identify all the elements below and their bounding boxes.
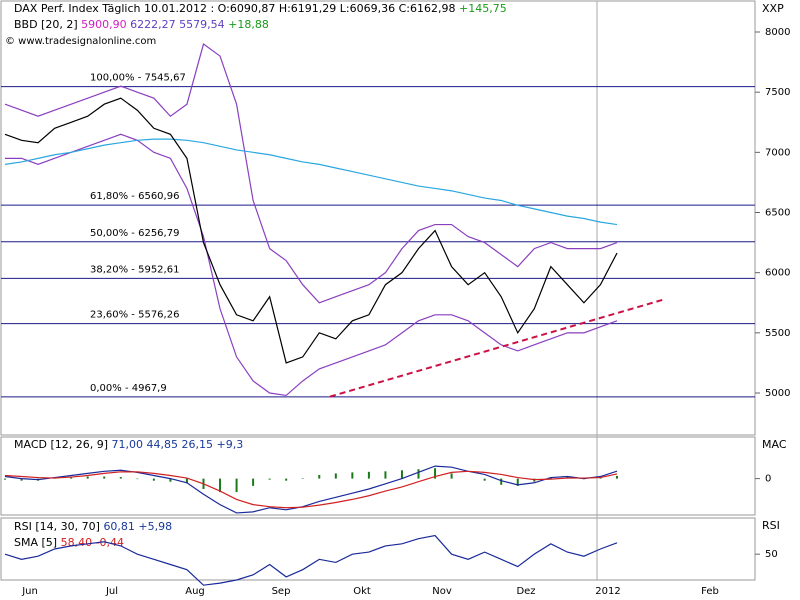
x-tick-label: Okt (353, 586, 371, 597)
sma-values: 58,40 -0,44 (61, 536, 124, 549)
macd-label: MACD [12, 26, 9] (14, 438, 108, 451)
macd-header: MACD [12, 26, 9] 71,00 44,85 26,15 +9,3 (14, 438, 243, 451)
rsi-values: 60,81 +5,98 (103, 520, 172, 533)
fib-label: 0,00% - 4967,9 (90, 383, 167, 394)
price-line (4, 138, 618, 226)
macd-panel (0, 436, 756, 516)
rsi-line (4, 534, 618, 586)
x-tick-label: Jun (21, 586, 38, 597)
x-tick-label: Sep (272, 586, 291, 597)
price-line (4, 43, 618, 304)
rsi-panel (0, 517, 756, 581)
fib-label: 61,80% - 6560,96 (90, 191, 179, 202)
x-tick-label: Aug (185, 586, 205, 597)
sma-label: SMA [5] (14, 536, 57, 549)
y-tick-label: 5000 (765, 388, 790, 399)
indicator-value: 6222,27 5579,54 (130, 18, 224, 31)
indicator-header: BBD [20, 2] 5900,90 6222,27 5579,54 +18,… (14, 18, 269, 31)
rsi-axis-label: RSI (762, 519, 780, 532)
x-tick-label: Dez (516, 586, 535, 597)
source: © www.tradesignalonline.com (5, 36, 156, 47)
y-tick-label: 6000 (765, 268, 790, 279)
y-tick-label: 0 (765, 474, 771, 485)
price-line (4, 97, 618, 364)
y-tick-label: 6500 (765, 208, 790, 219)
indicator-value: 5900,90 (81, 18, 127, 31)
fib-label: 100,00% - 7545,67 (90, 73, 186, 84)
rsi-label: RSI [14, 30, 70] (14, 520, 100, 533)
axis-label: XXP (762, 2, 784, 15)
x-tick-label: Nov (432, 586, 452, 597)
signal-line (4, 470, 618, 509)
x-tick-label: Feb (701, 586, 719, 597)
y-tick-label: 7500 (765, 87, 790, 98)
y-tick-label: 5500 (765, 328, 790, 339)
macd-values: 71,00 44,85 26,15 +9,3 (112, 438, 244, 451)
trendline (329, 298, 666, 398)
fib-label: 38,20% - 5952,61 (90, 264, 179, 275)
macd-axis-label: MAC (762, 438, 787, 451)
y-tick-label: 7000 (765, 147, 790, 158)
y-tick-label: 50 (765, 549, 778, 560)
price-panel (0, 0, 756, 436)
price-line (5, 133, 618, 397)
title-change: +145,75 (459, 2, 507, 15)
rsi-header: RSI [14, 30, 70] 60,81 +5,98 (14, 520, 172, 533)
fib-label: 50,00% - 6256,79 (90, 228, 179, 239)
macd-line (4, 465, 618, 514)
x-tick-label: 2012 (595, 586, 620, 597)
indicator-label: BBD [20, 2] (14, 18, 78, 31)
title-text: DAX Perf. Index Täglich 10.01.2012 : O:6… (14, 2, 456, 15)
y-tick-label: 8000 (765, 27, 790, 38)
x-tick-label: Jul (105, 586, 118, 597)
chart-title: DAX Perf. Index Täglich 10.01.2012 : O:6… (14, 2, 507, 15)
fib-label: 23,60% - 5576,26 (90, 310, 179, 321)
indicator-change: +18,88 (228, 18, 269, 31)
